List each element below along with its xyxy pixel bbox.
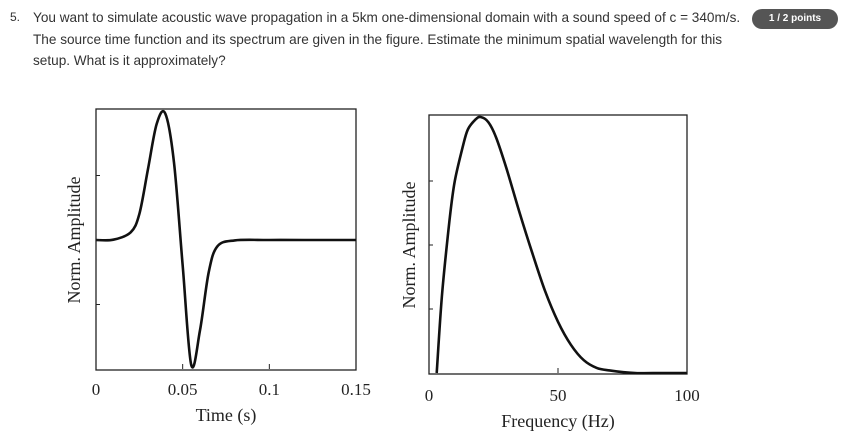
x-tick-label: 0	[92, 380, 101, 399]
points-badge: 1 / 2 points	[752, 9, 838, 29]
time-plot: 0 0.05 0.1 0.15 Time (s) Norm. Amplitude	[64, 108, 371, 426]
freq-xlabel: Frequency (Hz)	[501, 411, 614, 432]
time-series-line	[95, 109, 356, 369]
freq-plot: 0 50 100 Frequency (Hz) Norm. Amplitude	[399, 114, 700, 432]
time-xlabel: Time (s)	[196, 405, 257, 426]
question-number: 5.	[10, 10, 21, 24]
freq-ylabel: Norm. Amplitude	[399, 181, 419, 308]
x-tick-label: 100	[674, 386, 700, 405]
x-tick-label: 50	[550, 386, 567, 405]
freq-plot-frame	[428, 114, 688, 375]
x-tick-label: 0.1	[259, 380, 280, 399]
freq-series-line	[435, 115, 687, 375]
question-text: You want to simulate acoustic wave propa…	[33, 10, 741, 68]
x-tick-label: 0.05	[168, 380, 198, 399]
time-ylabel: Norm. Amplitude	[64, 176, 84, 303]
x-tick-label: 0	[425, 386, 434, 405]
x-tick-label: 0.15	[341, 380, 371, 399]
